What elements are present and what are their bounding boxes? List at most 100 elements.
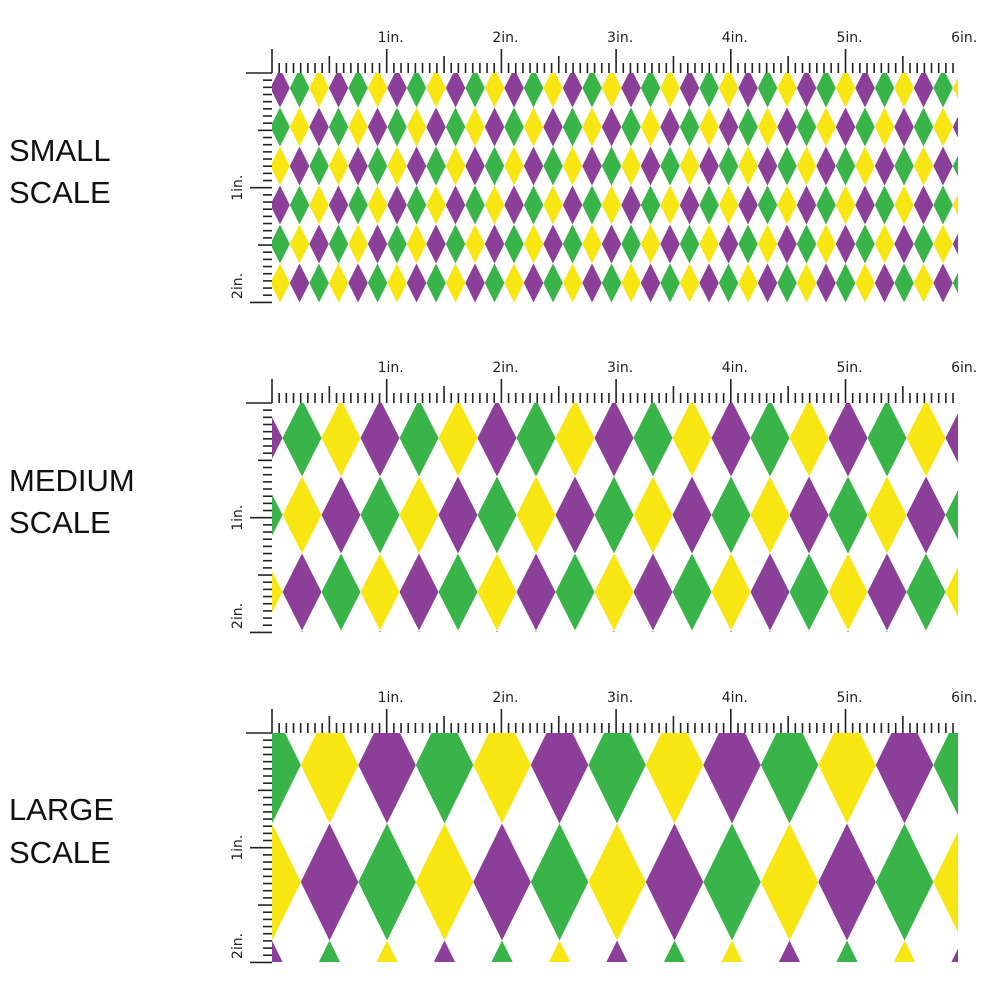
diamond: [874, 263, 895, 302]
diamond: [913, 185, 934, 225]
diamond: [933, 73, 953, 108]
diamond: [679, 73, 700, 108]
ruler-label: 2in.: [492, 30, 518, 46]
diamond: [925, 630, 927, 632]
diamond: [875, 823, 934, 941]
diamond: [477, 403, 517, 477]
diamond: [543, 185, 563, 225]
diamond: [504, 73, 524, 108]
diamond: [699, 224, 719, 264]
diamond: [816, 224, 836, 264]
diamond: [309, 185, 329, 225]
diamond: [418, 630, 420, 632]
diamond: [328, 263, 349, 302]
left-ruler: [250, 739, 272, 964]
diamond: [652, 630, 654, 632]
diamond: [387, 185, 407, 225]
diamond-pattern: [272, 73, 958, 302]
diamond: [760, 823, 819, 941]
diamond: [272, 823, 301, 941]
diamond: [543, 107, 563, 147]
diamond: [633, 553, 673, 631]
diamond-pattern: [272, 403, 958, 632]
ruler-label: 5in.: [836, 30, 862, 46]
diamond: [777, 263, 797, 302]
diamond: [387, 224, 407, 264]
diamond: [328, 146, 349, 186]
diamond: [367, 73, 388, 108]
diamond: [816, 263, 836, 302]
diamond: [289, 146, 310, 186]
diamond: [894, 146, 914, 186]
diamond: [321, 476, 361, 554]
diamond: [289, 224, 310, 264]
ruler-label: 2in.: [230, 603, 246, 629]
diamond: [679, 263, 700, 302]
diamond: [660, 73, 680, 108]
left-ruler: [250, 409, 272, 634]
diamond: [574, 630, 576, 632]
diamond: [484, 185, 505, 225]
diamond: [473, 823, 531, 941]
ruler-label: 5in.: [836, 690, 862, 706]
diamond: [855, 263, 875, 302]
diamond: [272, 263, 290, 302]
diamond: [894, 107, 914, 147]
left-ruler: [250, 79, 272, 304]
diamond: [718, 73, 739, 108]
diamond: [300, 823, 359, 941]
diamond: [438, 403, 478, 477]
ruler-label: 4in.: [722, 360, 748, 376]
diamond: [835, 146, 856, 186]
ruler-label: 3in.: [607, 30, 633, 46]
diamond: [711, 553, 751, 631]
diamond: [777, 107, 797, 147]
ruler-label: 1in.: [378, 30, 404, 46]
diamond: [952, 272, 958, 294]
diamond: [406, 224, 427, 264]
diamond: [640, 185, 661, 225]
diamond: [379, 630, 381, 632]
diamond: [465, 146, 485, 186]
ruler-label: 2in.: [230, 933, 246, 959]
diamond: [272, 417, 283, 459]
diamond: [272, 73, 290, 108]
diamond: [835, 263, 856, 302]
diamond: [738, 263, 758, 302]
diamond: [945, 567, 958, 617]
diamond: [738, 73, 758, 108]
ruler-label: 2in.: [492, 690, 518, 706]
diamond: [777, 146, 797, 186]
ruler-label: 6in.: [951, 360, 977, 376]
diamond: [760, 733, 819, 824]
diamond: [777, 224, 797, 264]
ruler-label: 5in.: [836, 360, 862, 376]
ruler-label: 1in.: [230, 175, 246, 201]
diamond: [387, 263, 407, 302]
diamond: [730, 630, 732, 632]
ruler-label: 1in.: [378, 690, 404, 706]
diamond: [660, 185, 680, 225]
diamond: [387, 146, 407, 186]
diamond: [796, 146, 817, 186]
diamond: [796, 263, 817, 302]
diamond: [272, 940, 283, 962]
diamond: [376, 940, 398, 962]
diamond: [874, 107, 895, 147]
diamond: [894, 263, 914, 302]
diamond: [272, 185, 290, 225]
top-ruler: [246, 709, 954, 734]
diamond: [645, 823, 704, 941]
diamond: [445, 224, 466, 264]
diamond: [640, 73, 661, 108]
diamond: [309, 263, 329, 302]
diamond: [621, 146, 641, 186]
diamond: [367, 107, 388, 147]
diamond: [523, 224, 544, 264]
diamond: [387, 73, 407, 108]
diamond: [660, 107, 680, 147]
diamond: [621, 73, 641, 108]
diamond: [750, 553, 790, 631]
diamond: [867, 403, 907, 477]
